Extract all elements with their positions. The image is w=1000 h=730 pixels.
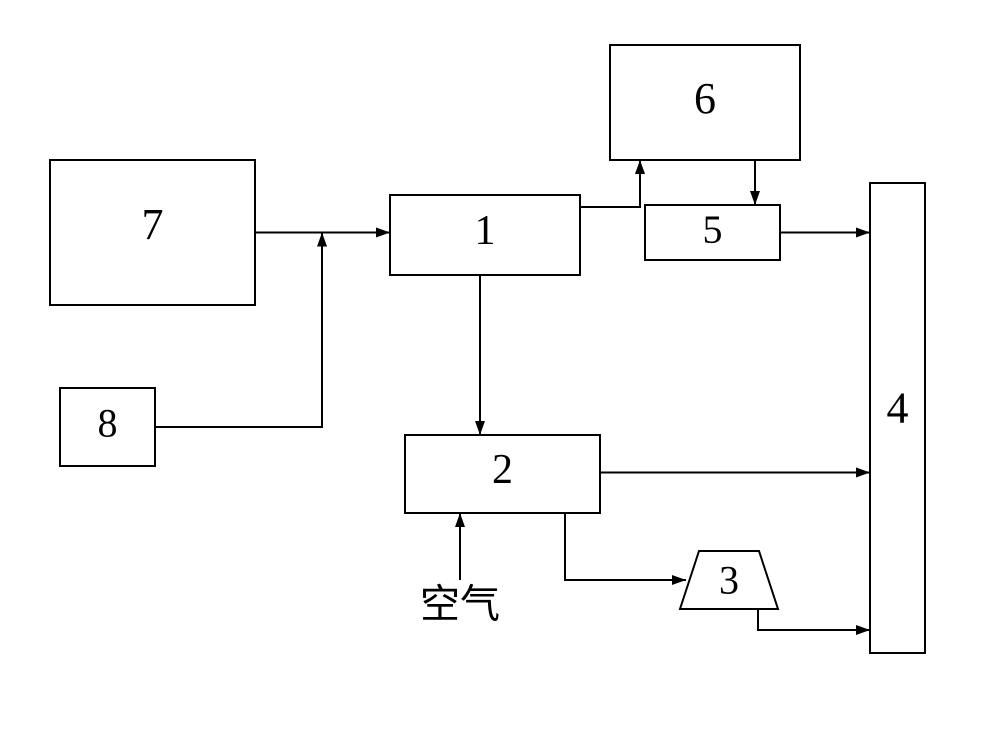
node-6-label: 6	[694, 74, 716, 123]
air-label: 空气	[420, 582, 500, 627]
node-1-label: 1	[475, 208, 496, 254]
edge-2-to-3	[565, 513, 686, 580]
node-8: 8	[60, 388, 155, 466]
node-5-label: 5	[703, 207, 723, 252]
edge-3-to-4	[758, 609, 870, 630]
edge-1-to-6	[579, 160, 640, 207]
node-7-label: 7	[142, 200, 164, 249]
node-3-label: 3	[719, 558, 739, 603]
node-2-label: 2	[492, 447, 513, 493]
node-8-label: 8	[98, 401, 118, 446]
node-3: 3	[680, 551, 778, 609]
node-5: 5	[645, 205, 780, 260]
node-4: 4	[870, 183, 925, 653]
node-4-label: 4	[887, 384, 909, 433]
node-6: 6	[610, 45, 800, 160]
diagram-canvas: 1 2 3 4 5 6 7 8 空气	[0, 0, 1000, 730]
node-1: 1	[390, 195, 580, 275]
node-2: 2	[405, 435, 600, 513]
node-7: 7	[50, 160, 255, 305]
